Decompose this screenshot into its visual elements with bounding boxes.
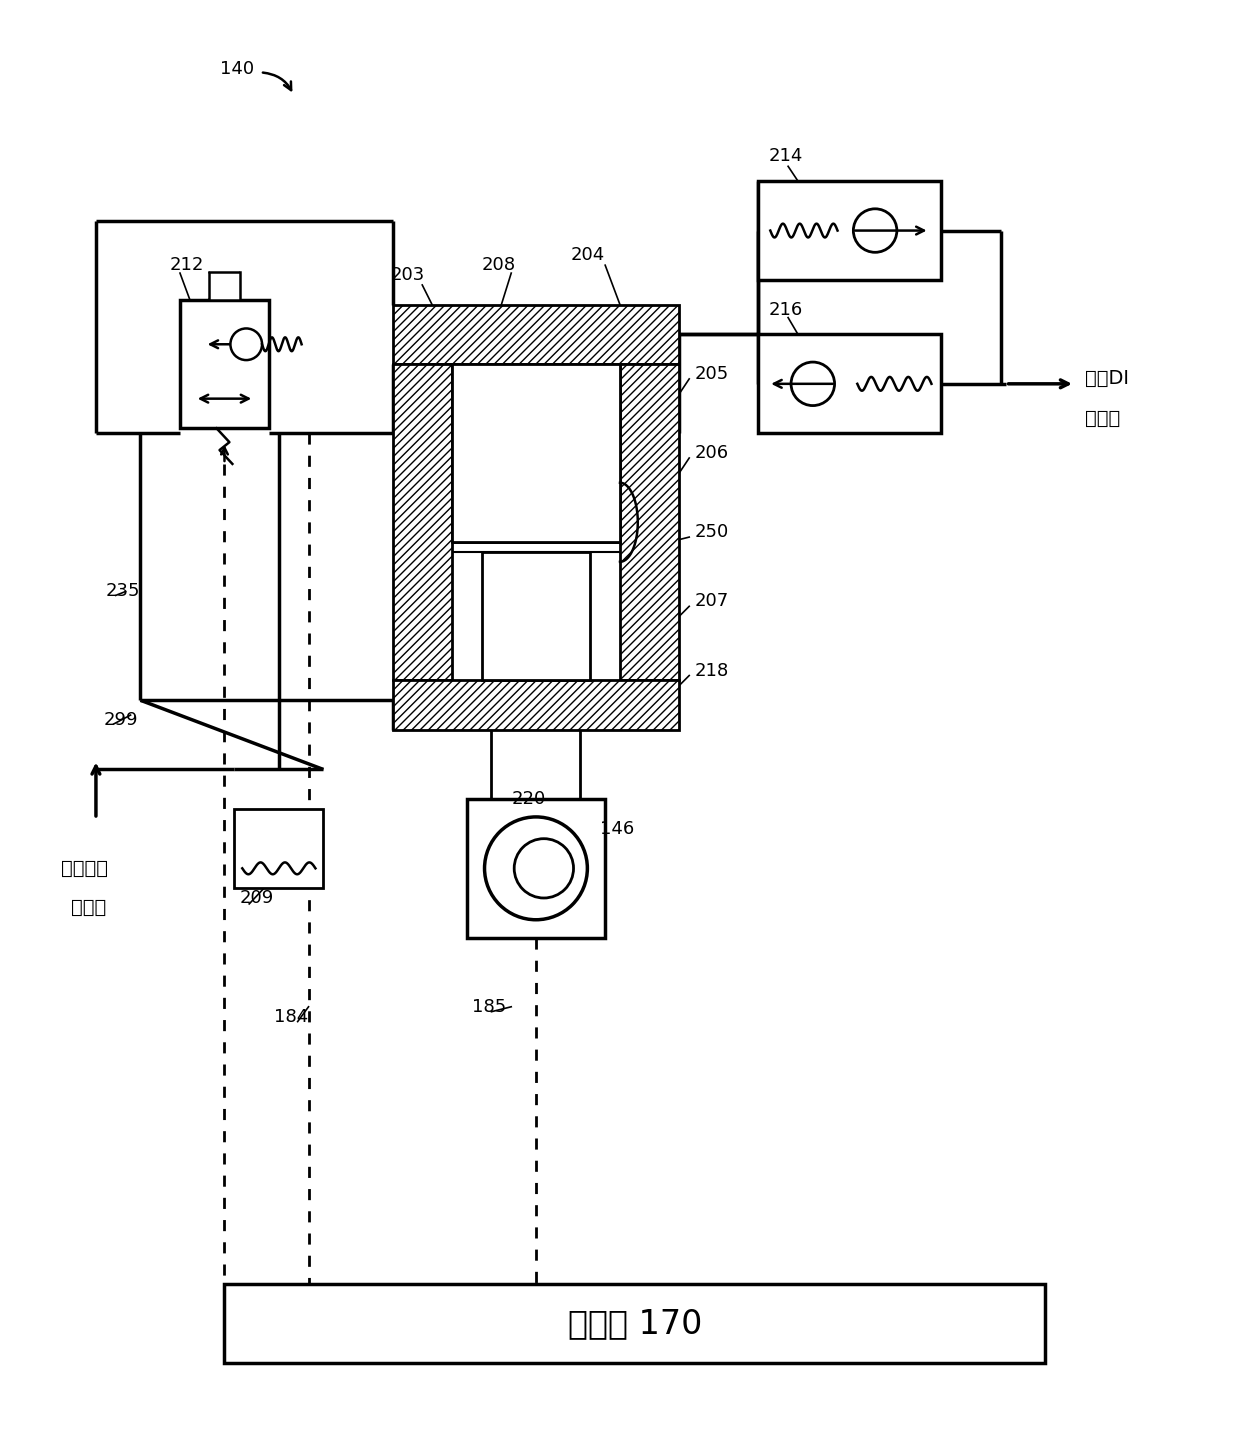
Bar — [620, 364, 680, 681]
Text: 204: 204 — [570, 247, 605, 264]
Bar — [451, 364, 620, 543]
Text: 235: 235 — [105, 583, 140, 600]
Text: 205: 205 — [694, 365, 728, 382]
Text: 控制器 170: 控制器 170 — [568, 1307, 702, 1339]
Text: 250: 250 — [694, 524, 728, 541]
Text: 209: 209 — [239, 889, 274, 908]
Bar — [224, 1284, 1045, 1362]
Bar — [481, 551, 590, 681]
Text: 通向DI: 通向DI — [1085, 369, 1128, 388]
Text: 146: 146 — [600, 820, 635, 838]
Bar — [393, 364, 451, 681]
Text: 来自低压: 来自低压 — [61, 859, 108, 877]
Bar — [466, 799, 605, 938]
Bar — [759, 335, 941, 433]
Text: 206: 206 — [694, 444, 728, 462]
Bar — [393, 304, 680, 364]
Text: 184: 184 — [274, 1007, 309, 1026]
Bar — [180, 300, 269, 429]
Text: 140: 140 — [219, 61, 254, 78]
Text: 216: 216 — [769, 300, 802, 319]
Bar — [234, 810, 324, 887]
Text: 燃料轨: 燃料轨 — [1085, 408, 1120, 429]
Text: 燃料泵: 燃料泵 — [71, 899, 107, 918]
Bar — [208, 273, 241, 300]
Text: 208: 208 — [481, 257, 516, 274]
Text: 218: 218 — [694, 661, 728, 680]
Text: 203: 203 — [391, 266, 425, 284]
Text: 214: 214 — [769, 147, 802, 166]
Text: 220: 220 — [511, 791, 546, 808]
Bar — [393, 681, 680, 730]
Text: 212: 212 — [170, 257, 205, 274]
Text: 207: 207 — [694, 593, 728, 610]
Text: 299: 299 — [104, 711, 139, 729]
Text: 185: 185 — [471, 997, 506, 1016]
Bar — [759, 182, 941, 280]
